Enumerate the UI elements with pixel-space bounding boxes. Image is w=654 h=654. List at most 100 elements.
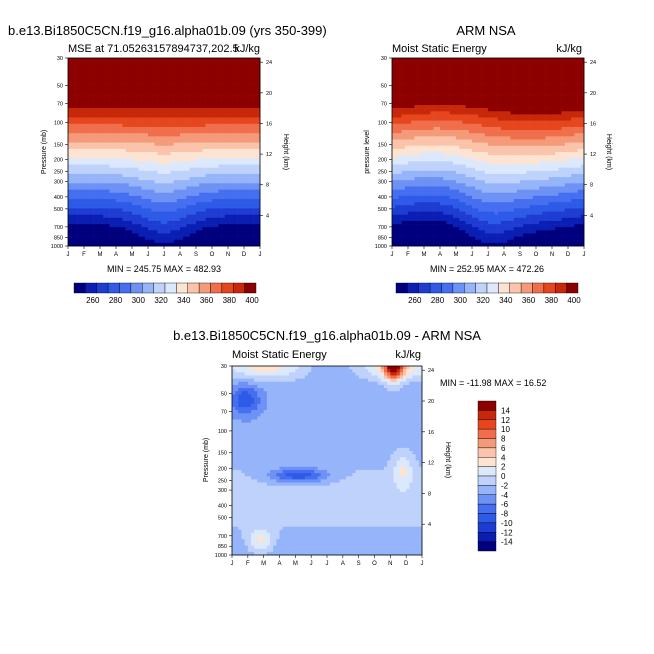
colorbar-swatch [187,282,200,294]
heatmap-cell [135,117,139,121]
heatmap-cell [231,95,235,100]
heatmap-cell [237,236,242,241]
heatmap-cell [526,73,530,78]
heatmap-cell [218,167,222,172]
heatmap-cell [180,205,184,209]
heatmap-cell [144,126,149,131]
heatmap-cell [164,195,168,200]
heatmap-cell [116,192,120,197]
heatmap-cell [100,79,104,84]
heatmap-cell [237,186,242,190]
panel1-colorbar: 260 280 300 320 340 360 380 400 [73,282,259,305]
heatmap-cell [96,148,101,153]
heatmap-cell [577,101,582,106]
heatmap-cell [138,136,142,140]
heatmap-cell [539,98,543,103]
heatmap-cell [202,148,206,153]
heatmap-cell [183,220,187,225]
heatmap-cell [202,167,206,172]
heatmap-cell [164,152,168,156]
heatmap-cell [77,217,82,222]
heatmap-cell [568,120,572,125]
heatmap-cell [253,114,258,118]
heatmap-cell [77,152,82,156]
heatmap-cell [90,86,94,90]
heatmap-cell [488,111,492,115]
heatmap-cell [452,76,457,81]
heatmap-cell [100,145,104,150]
heatmap-cell [199,205,203,209]
heatmap-cell [221,64,226,68]
heatmap-cell [80,111,85,115]
heatmap-cell [234,95,238,100]
heatmap-cell [234,130,238,134]
heatmap-cell [516,101,521,106]
heatmap-cell [462,86,466,90]
heatmap-cell [202,180,206,184]
heatmap-cell [116,136,120,140]
heatmap-cell [420,114,425,118]
heatmap-cell [481,61,486,65]
heatmap-cell [183,61,187,65]
heatmap-cell [205,177,210,181]
heatmap-cell [491,108,495,112]
heatmap-cell [144,123,149,128]
heatmap-cell [167,73,171,78]
heatmap-cell [132,83,136,87]
heatmap-cell [555,105,559,109]
heatmap-cell [564,120,569,125]
heatmap-cell [87,208,91,212]
heatmap-cell [176,224,181,228]
heatmap-cell [568,86,572,90]
heatmap-cell [510,101,514,106]
heatmap-cell [500,58,505,62]
heatmap-cell [151,73,155,78]
heatmap-cell [491,111,495,115]
heatmap-cell [135,180,139,184]
heatmap-cell [202,164,206,168]
heatmap-cell [192,233,197,237]
heatmap-cell [138,192,142,197]
heatmap-cell [231,111,235,115]
heatmap-cell [128,242,133,247]
heatmap-cell [119,117,123,121]
heatmap-cell [71,173,75,178]
heatmap-cell [228,211,232,215]
heatmap-cell [574,101,578,106]
heatmap-cell [408,101,412,106]
heatmap-cell [408,86,412,90]
heatmap-cell [256,92,261,96]
heatmap-cell [208,167,213,172]
heatmap-cell [132,170,136,175]
heatmap-cell [443,95,447,100]
heatmap-cell [199,61,203,65]
heatmap-cell [208,180,213,184]
heatmap-cell [138,86,142,90]
y2-tick-label: 4 [266,213,269,219]
heatmap-cell [395,95,399,100]
heatmap-cell [199,170,203,175]
heatmap-cell [504,73,508,78]
heatmap-cell [196,236,200,241]
heatmap-cell [167,58,171,62]
heatmap-cell [548,73,553,78]
y-tick-label: 850 [54,235,63,241]
heatmap-cell [160,183,165,187]
heatmap-cell [459,98,463,103]
heatmap-cell [141,61,146,65]
heatmap-cell [128,73,133,78]
heatmap-cell [167,83,171,87]
colorbar-swatch [153,282,166,294]
heatmap-cell [504,86,508,90]
heatmap-cell [103,83,107,87]
heatmap-cell [237,242,242,247]
heatmap-cell [205,155,210,159]
heatmap-cell [234,70,238,74]
heatmap-cell [170,155,174,159]
heatmap-cell [189,114,194,118]
heatmap-cell [256,230,261,234]
heatmap-cell [208,76,213,81]
heatmap-cell [90,95,94,100]
panel1-heatmap: J F M A M J J A S O N D J305070100150200250300400500… [51,56,272,258]
heatmap-cell [472,120,476,125]
